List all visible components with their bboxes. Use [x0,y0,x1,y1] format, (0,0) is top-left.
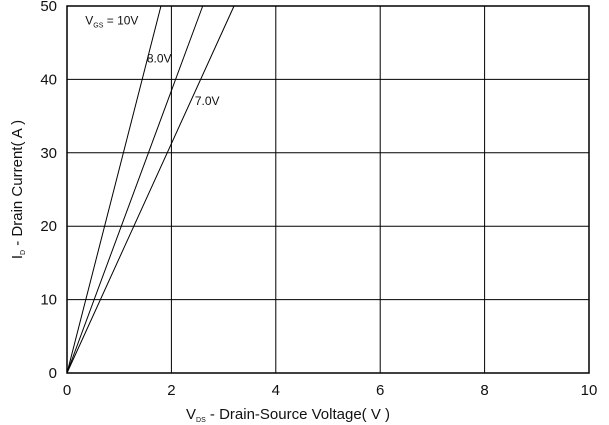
series-lines [66,5,235,374]
series-annotation-3: 7.0V [195,94,220,108]
tick-labels: 0 2 4 6 8 10 0 10 20 30 40 50 [40,0,597,399]
series-annotation-2: 8.0V [147,52,172,66]
x-axis-label: VDS - Drain-Source Voltage( V ) [186,406,390,424]
series-line-3 [66,5,235,374]
y-tick-label-5: 50 [40,0,57,15]
x-tick-label-0: 0 [63,382,71,399]
x-tick-label-3: 6 [376,382,384,399]
y-axis-label-rest: - Drain Current( A ) [9,120,26,250]
y-tick-label-4: 40 [40,71,57,88]
x-axis-label-rest: - Drain-Source Voltage( V ) [206,406,390,423]
y-tick-label-2: 20 [40,218,57,235]
y-axis-label: ID - Drain Current( A ) [9,120,27,259]
y-tick-label-0: 0 [49,365,57,382]
y-axis-label-sub: D [20,250,27,255]
annotations: VGS = 10V 8.0V 7.0V [85,13,219,108]
y-axis-label-prefix: I [9,255,26,259]
series-line-2 [66,5,204,374]
y-tick-label-3: 30 [40,145,57,162]
y-tick-label-1: 10 [40,292,57,309]
x-tick-label-1: 2 [167,382,175,399]
x-tick-label-2: 4 [272,382,280,399]
plot-frame [66,5,590,374]
x-tick-label-4: 8 [480,382,488,399]
series-line-1 [66,5,162,374]
series-annotation-1: VGS = 10V [85,13,138,29]
x-axis-label-sub: DS [196,417,206,424]
x-axis-label-prefix: V [186,406,196,423]
grid-lines [66,5,590,374]
x-tick-label-5: 10 [581,382,598,399]
